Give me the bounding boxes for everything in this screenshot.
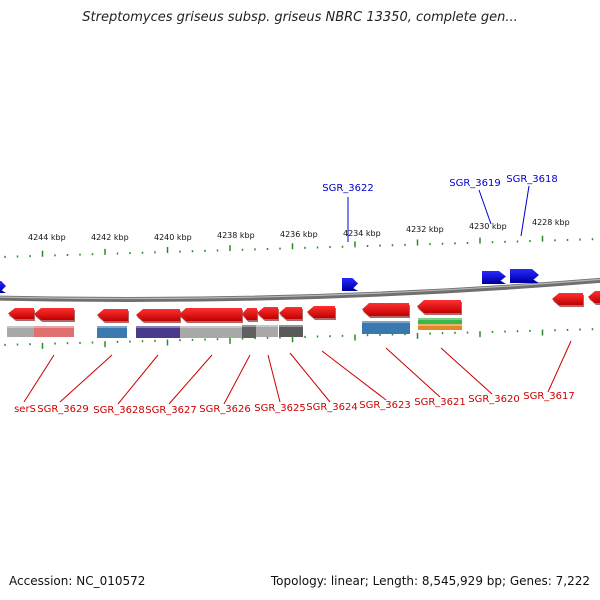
domain-bar-gloss — [279, 325, 303, 327]
reverse-gene-label[interactable]: SGR_3629 — [37, 404, 89, 415]
domain-bar-gloss — [418, 324, 462, 326]
forward-gene[interactable] — [510, 269, 539, 281]
forward-gene[interactable] — [0, 281, 6, 291]
reverse-gene-label[interactable]: SGR_3626 — [199, 404, 251, 415]
forward-gene-label[interactable]: SGR_3619 — [449, 178, 501, 189]
forward-gene[interactable] — [342, 278, 358, 289]
scale-label: 4236 kbp — [280, 230, 318, 239]
reverse-gene[interactable] — [242, 308, 257, 320]
reverse-label-leader — [59, 354, 113, 403]
reverse-gene[interactable] — [552, 293, 583, 305]
domain-bar — [97, 326, 127, 338]
reverse-label-leader — [267, 354, 281, 403]
scale-label: 4244 kbp — [28, 233, 66, 242]
forward-gene-label[interactable]: SGR_3618 — [506, 174, 558, 185]
domain-bar — [418, 318, 462, 324]
reverse-label-leader — [440, 347, 493, 395]
domain-bar — [362, 321, 410, 334]
reverse-gene[interactable] — [279, 307, 302, 319]
forward-label-leader — [520, 185, 530, 237]
reverse-gene[interactable] — [417, 300, 461, 313]
forward-label-leader — [478, 189, 492, 225]
domain-bar — [180, 326, 242, 338]
reverse-label-leader — [289, 352, 331, 403]
scale-labels: 4244 kbp 4242 kbp 4240 kbp 4238 kbp 4236 kbp… — [28, 218, 570, 242]
scale-label: 4230 kbp — [469, 222, 507, 231]
forward-gene[interactable] — [482, 271, 506, 282]
reverse-gene[interactable] — [588, 291, 600, 303]
domain-bar-gloss — [362, 321, 410, 323]
domain-bar — [136, 326, 180, 338]
reverse-label-leader — [321, 350, 387, 401]
reverse-label-leader — [223, 354, 251, 405]
domain-bar-gloss — [256, 325, 278, 327]
reverse-gene[interactable] — [97, 309, 128, 321]
label-leaders — [23, 185, 572, 405]
reverse-genes — [8, 291, 600, 323]
domain-bar-gloss — [180, 326, 242, 328]
reverse-gene[interactable] — [257, 307, 278, 319]
scale-label: 4240 kbp — [154, 233, 192, 242]
reverse-gene-label[interactable]: SGR_3627 — [145, 405, 197, 416]
reverse-label-leader — [117, 354, 159, 405]
reverse-gene-label[interactable]: SGR_3620 — [468, 394, 520, 405]
reverse-gene[interactable] — [362, 303, 409, 316]
domain-bar-gloss — [136, 326, 180, 328]
reverse-label-leader — [547, 340, 572, 393]
reverse-label-leader — [385, 347, 441, 398]
gene-labels: SGR_3622 SGR_3619 SGR_3618 serS SGR_3629 SGR_… — [14, 174, 575, 416]
domain-bar-gloss — [97, 326, 127, 328]
domain-bar — [418, 324, 462, 330]
reverse-label-leader — [23, 354, 55, 403]
scale-label: 4232 kbp — [406, 225, 444, 234]
domain-bar-gloss — [418, 318, 462, 320]
reverse-gene[interactable] — [8, 308, 34, 319]
scale-label: 4242 kbp — [91, 233, 129, 242]
scale-label: 4234 kbp — [343, 229, 381, 238]
reverse-gene[interactable] — [307, 306, 335, 318]
reverse-gene[interactable] — [136, 309, 180, 321]
domain-bar-gloss — [34, 326, 74, 328]
upper-scale-ticks — [4, 235, 594, 258]
domain-bar — [256, 325, 278, 337]
domain-bars — [7, 318, 462, 338]
lower-scale-ticks — [4, 328, 594, 349]
genome-summary-text: Topology: linear; Length: 8,545,929 bp; … — [270, 574, 590, 588]
reverse-gene[interactable] — [34, 308, 74, 320]
reverse-gene-label[interactable]: SGR_3625 — [254, 403, 306, 414]
genome-backbone-highlight — [0, 278, 600, 300]
domain-bar — [34, 326, 74, 337]
forward-gene-shadow — [0, 290, 6, 293]
reverse-gene-label[interactable]: SGR_3624 — [306, 402, 358, 413]
domain-bar — [7, 326, 34, 337]
domain-bar-gloss — [7, 326, 34, 328]
reverse-gene[interactable] — [179, 308, 242, 321]
reverse-gene-label[interactable]: SGR_3623 — [359, 400, 411, 411]
reverse-gene-label[interactable]: SGR_3628 — [93, 405, 145, 416]
map-title: Streptomyces griseus subsp. griseus NBRC… — [82, 10, 518, 25]
domain-bar-gloss — [242, 325, 256, 327]
forward-genes — [0, 269, 539, 293]
genome-backbone — [0, 277, 600, 303]
reverse-gene-label[interactable]: SGR_3617 — [523, 391, 575, 402]
accession-text: Accession: NC_010572 — [9, 574, 146, 588]
domain-bar — [242, 325, 256, 338]
scale-label: 4238 kbp — [217, 231, 255, 240]
reverse-label-leader — [168, 354, 213, 405]
forward-gene-label[interactable]: SGR_3622 — [322, 183, 374, 194]
reverse-gene-label[interactable]: serS — [14, 404, 36, 415]
reverse-gene-label[interactable]: SGR_3621 — [414, 397, 466, 408]
domain-bar — [279, 325, 303, 337]
scale-label: 4228 kbp — [532, 218, 570, 227]
